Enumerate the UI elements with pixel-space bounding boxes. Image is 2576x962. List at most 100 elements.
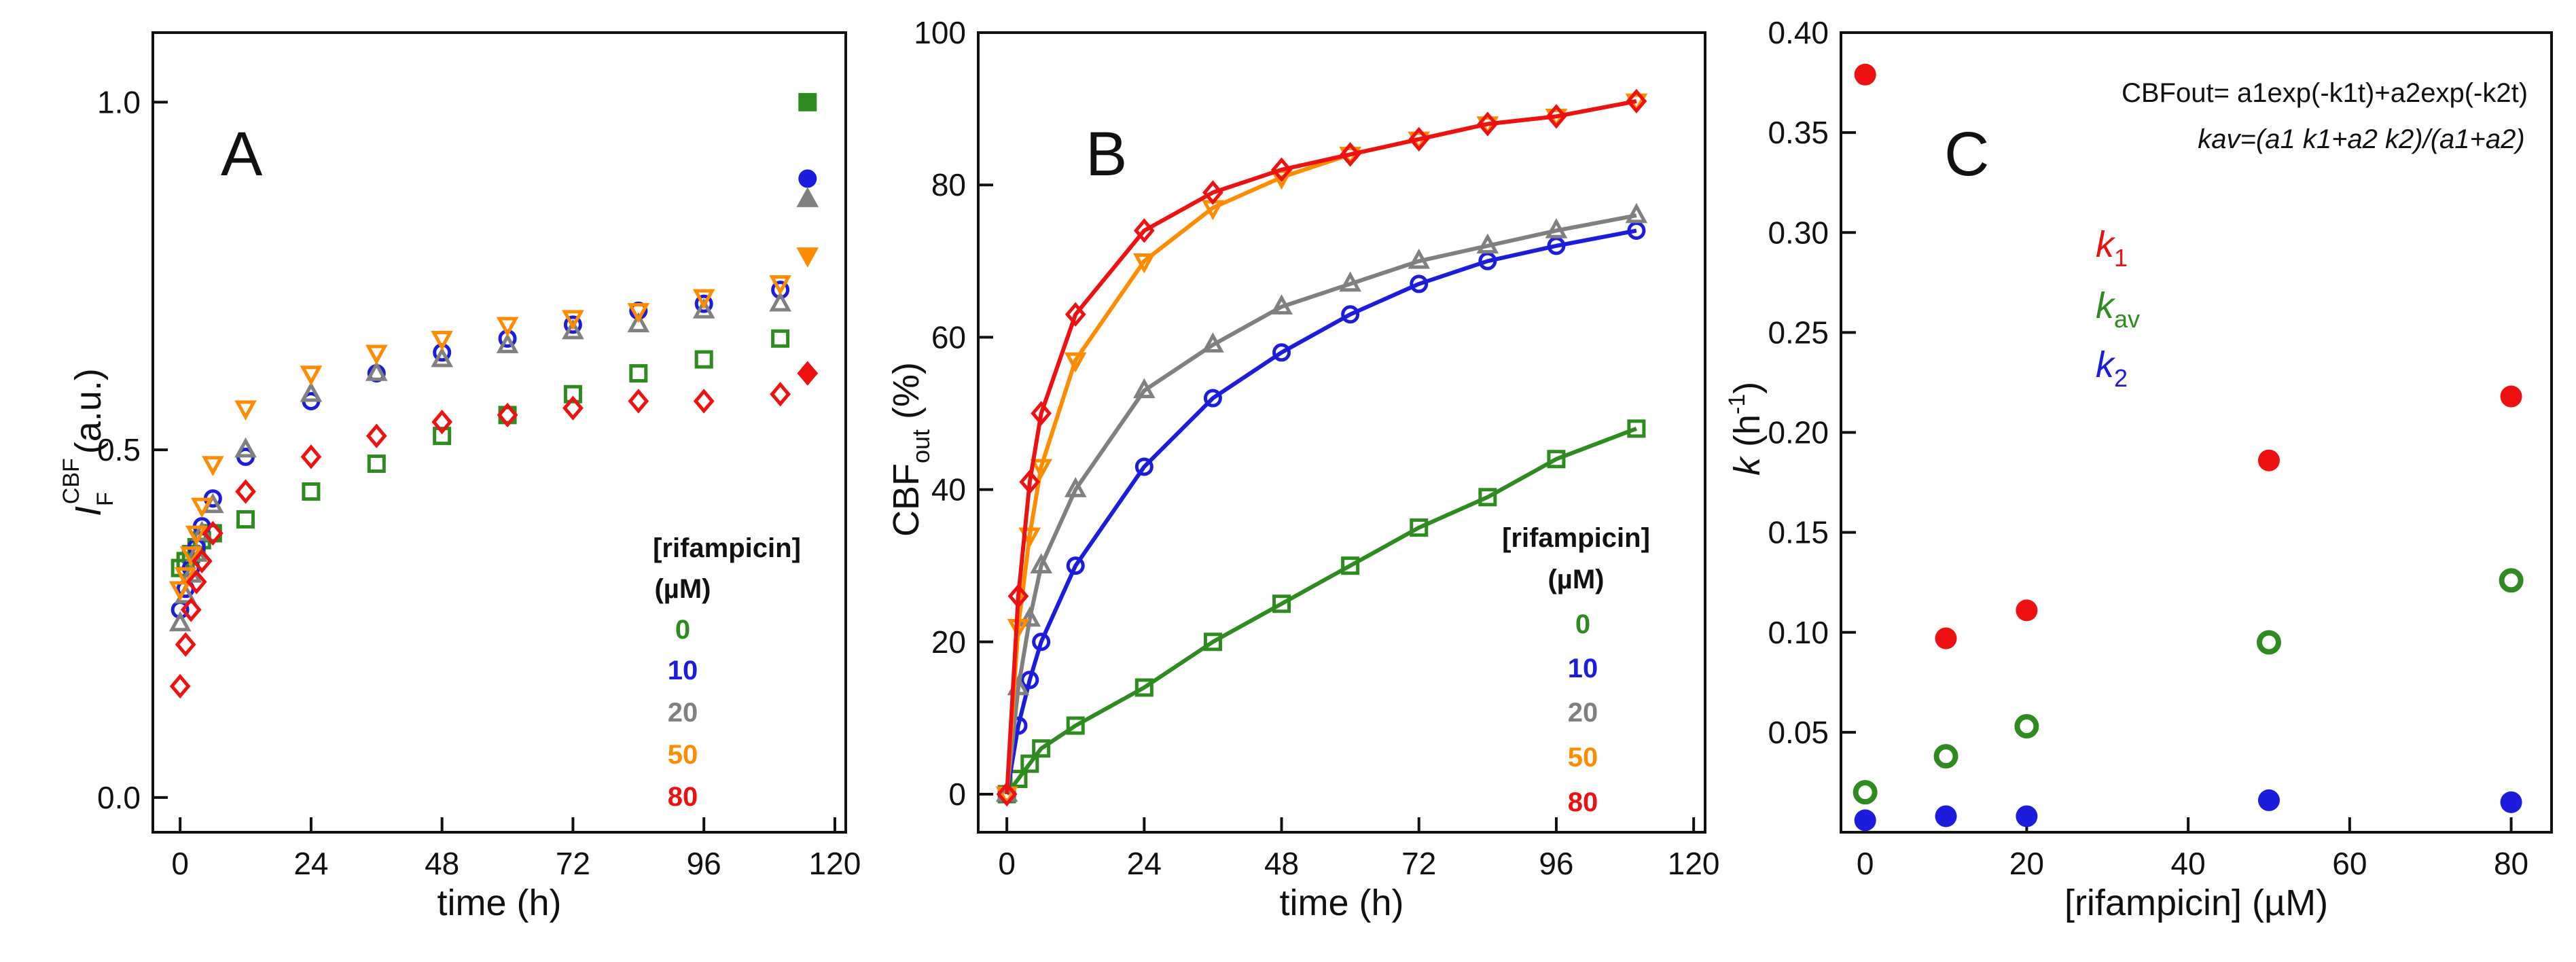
panel-a-y-label-sub: F xyxy=(92,492,118,506)
panel-c-y-label: k (h-1) xyxy=(1724,382,1768,476)
a-point-50-10 xyxy=(496,317,519,338)
b-point-20-12 xyxy=(1625,202,1648,224)
c-y-tick-label-4: 0.25 xyxy=(1768,315,1829,350)
a-x-tick-label-3: 72 xyxy=(556,846,590,881)
panel-c-legend-k1: k1 xyxy=(2096,224,2128,272)
c-point-k2-2 xyxy=(2016,805,2038,827)
b-point-20-6 xyxy=(1202,332,1224,353)
c-x-tick-label-2: 40 xyxy=(2171,846,2206,881)
panel-c-legend-kav: kav xyxy=(2096,285,2140,333)
a-end-point-0 xyxy=(798,92,817,111)
a-point-80-7 xyxy=(300,444,322,469)
panel-c-y-label-unit: (h xyxy=(1727,414,1768,457)
a-end-point-20 xyxy=(796,187,819,207)
a-point-50-7 xyxy=(300,366,323,386)
panel-a-x-ticks: 0 24 48 72 96 120 xyxy=(171,817,861,881)
a-point-20-14 xyxy=(769,291,791,312)
panel-a-marks xyxy=(168,92,819,699)
panel-c-marks xyxy=(1853,63,2524,832)
panel-b-y-label-main: CBF xyxy=(886,463,927,537)
panel-c-y-ticks: 0.05 0.10 0.15 0.20 0.25 0.30 0.35 0.40 xyxy=(1768,15,1856,750)
a-point-80-14 xyxy=(770,382,791,407)
a-point-20-0 xyxy=(168,611,192,632)
b-point-10-3 xyxy=(1032,633,1051,652)
b-y-tick-label-4: 80 xyxy=(931,167,966,202)
b-x-tick-label-3: 72 xyxy=(1401,846,1436,881)
a-point-20-10 xyxy=(496,333,519,353)
a-point-80-10 xyxy=(497,402,518,428)
b-point-10-6 xyxy=(1203,389,1222,408)
panel-b-marks xyxy=(995,88,1648,807)
a-y-tick-label-2: 1.0 xyxy=(97,84,141,120)
panel-a-y-label: IF CBF (a.u.) xyxy=(58,368,118,516)
panel-a-letter: A xyxy=(221,120,263,189)
b-point-20-11 xyxy=(1545,218,1568,238)
panel-c-formula-1: CBFout= a1exp(-k1t)+a2exp(-k2t) xyxy=(2122,78,2528,108)
b-point-0-7 xyxy=(1272,594,1291,613)
c-y-tick-label-3: 0.20 xyxy=(1768,415,1829,450)
a-point-50-14 xyxy=(769,275,791,296)
a-point-50-2 xyxy=(179,546,202,567)
a-y-tick-label-0: 0.0 xyxy=(97,780,141,815)
b-point-80-1 xyxy=(1007,584,1029,609)
panel-b-y-label-unit: (%) xyxy=(886,362,927,429)
b-point-80-10 xyxy=(1477,111,1499,137)
b-point-20-5 xyxy=(1133,378,1156,399)
panel-b-y-label-sub: out xyxy=(907,429,935,463)
b-point-20-2 xyxy=(1018,606,1041,627)
b-point-80-0 xyxy=(996,781,1018,807)
b-x-tick-label-5: 120 xyxy=(1668,846,1720,881)
b-point-10-10 xyxy=(1478,251,1497,270)
a-point-50-13 xyxy=(692,289,715,310)
a-point-80-0 xyxy=(169,673,191,699)
a-point-50-5 xyxy=(202,456,224,476)
panel-b-x-label: time (h) xyxy=(1279,883,1403,923)
b-point-0-11 xyxy=(1547,450,1566,469)
panel-b-letter: B xyxy=(1086,120,1127,189)
b-point-10-7 xyxy=(1272,343,1291,362)
panel-c-y-label-close: ) xyxy=(1727,382,1768,394)
panel-a-y-label-sup: CBF xyxy=(58,458,84,504)
c-point-kav-0 xyxy=(1853,780,1878,805)
panel-c-legend-k2: k2 xyxy=(2096,344,2128,392)
a-point-50-6 xyxy=(234,400,257,421)
c-x-tick-label-3: 60 xyxy=(2332,846,2367,881)
a-point-50-4 xyxy=(190,497,213,518)
a-point-50-12 xyxy=(627,303,650,323)
b-fit-line-0 xyxy=(1005,427,1637,796)
panel-c: 0 20 40 60 80 0.050.100.150.200.250.300.350.… xyxy=(1724,15,2553,923)
b-y-tick-label-2: 40 xyxy=(931,472,966,507)
a-point-80-8 xyxy=(365,423,387,448)
c-point-k1-3 xyxy=(2257,449,2280,471)
c-point-kav-2 xyxy=(2014,714,2039,739)
b-point-50-4 xyxy=(1064,352,1087,373)
a-point-20-9 xyxy=(431,346,453,368)
a-point-10-13 xyxy=(694,294,713,313)
a-point-80-13 xyxy=(693,389,715,414)
a-end-point-80 xyxy=(797,361,819,386)
a-point-20-11 xyxy=(562,319,584,340)
b-point-80-4 xyxy=(1065,302,1086,327)
c-x-tick-label-0: 0 xyxy=(1857,846,1874,881)
panel-a: 0 24 48 72 96 120 0.0 0.5 1.0 A time (h) IF CBF (… xyxy=(58,31,861,923)
a-point-0-14 xyxy=(771,329,790,348)
b-fit-line-80 xyxy=(1005,99,1637,795)
a-y-tick-label-1: 0.5 xyxy=(97,432,141,467)
panel-a-x-label: time (h) xyxy=(437,883,561,923)
c-point-k2-4 xyxy=(2500,791,2522,813)
b-x-tick-label-2: 48 xyxy=(1264,846,1299,881)
a-point-50-11 xyxy=(562,310,584,331)
a-point-20-12 xyxy=(627,312,650,333)
c-point-k2-0 xyxy=(1854,809,1876,832)
a-point-80-12 xyxy=(628,389,649,414)
panel-a-y-ticks: 0.0 0.5 1.0 xyxy=(97,84,168,815)
panel-c-formula-2: kav=(a1 k1+a2 k2)/(a1+a2) xyxy=(2198,124,2524,154)
a-point-0-6 xyxy=(236,510,255,529)
b-fit-line-10 xyxy=(1005,228,1637,795)
c-point-k1-1 xyxy=(1935,627,1957,649)
panel-a-y-label-unit: (a.u.) xyxy=(68,368,109,454)
b-point-0-2 xyxy=(1020,754,1039,773)
c-point-kav-3 xyxy=(2256,630,2281,655)
a-point-80-9 xyxy=(431,409,453,435)
b-point-0-10 xyxy=(1478,488,1497,507)
